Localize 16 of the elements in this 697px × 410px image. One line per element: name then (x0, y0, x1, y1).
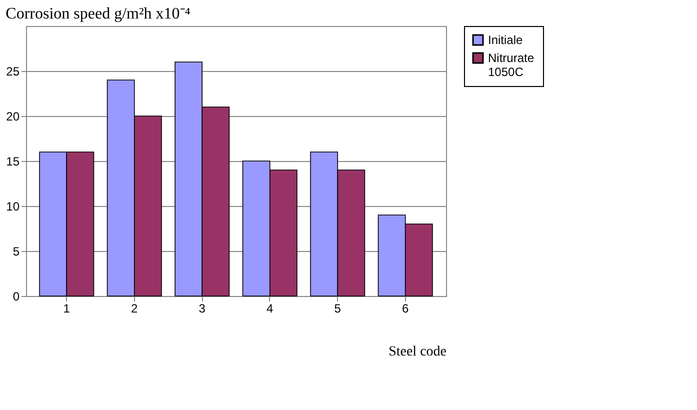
y-tick-label: 15 (6, 154, 20, 168)
x-axis-title: Steel code (388, 344, 446, 360)
legend-label: Nitrurate 1050C (488, 51, 534, 79)
x-tick-label: 2 (131, 302, 138, 316)
x-tick-label: 5 (334, 302, 342, 316)
x-tick-label: 3 (198, 302, 206, 316)
y-tick-label: 0 (12, 290, 20, 304)
y-tick-label: 20 (6, 110, 20, 124)
y-tick-label: 10 (6, 200, 20, 214)
legend-label: Initiale (488, 33, 524, 47)
x-tick-label: 4 (266, 302, 274, 316)
y-tick-label: 25 (6, 64, 20, 78)
chart-title: Corrosion speed g/m²h x10⁻⁴ (6, 6, 191, 22)
y-tick-label: 5 (12, 244, 20, 258)
x-tick-label: 6 (402, 302, 410, 316)
x-tick-label: 1 (63, 302, 70, 316)
